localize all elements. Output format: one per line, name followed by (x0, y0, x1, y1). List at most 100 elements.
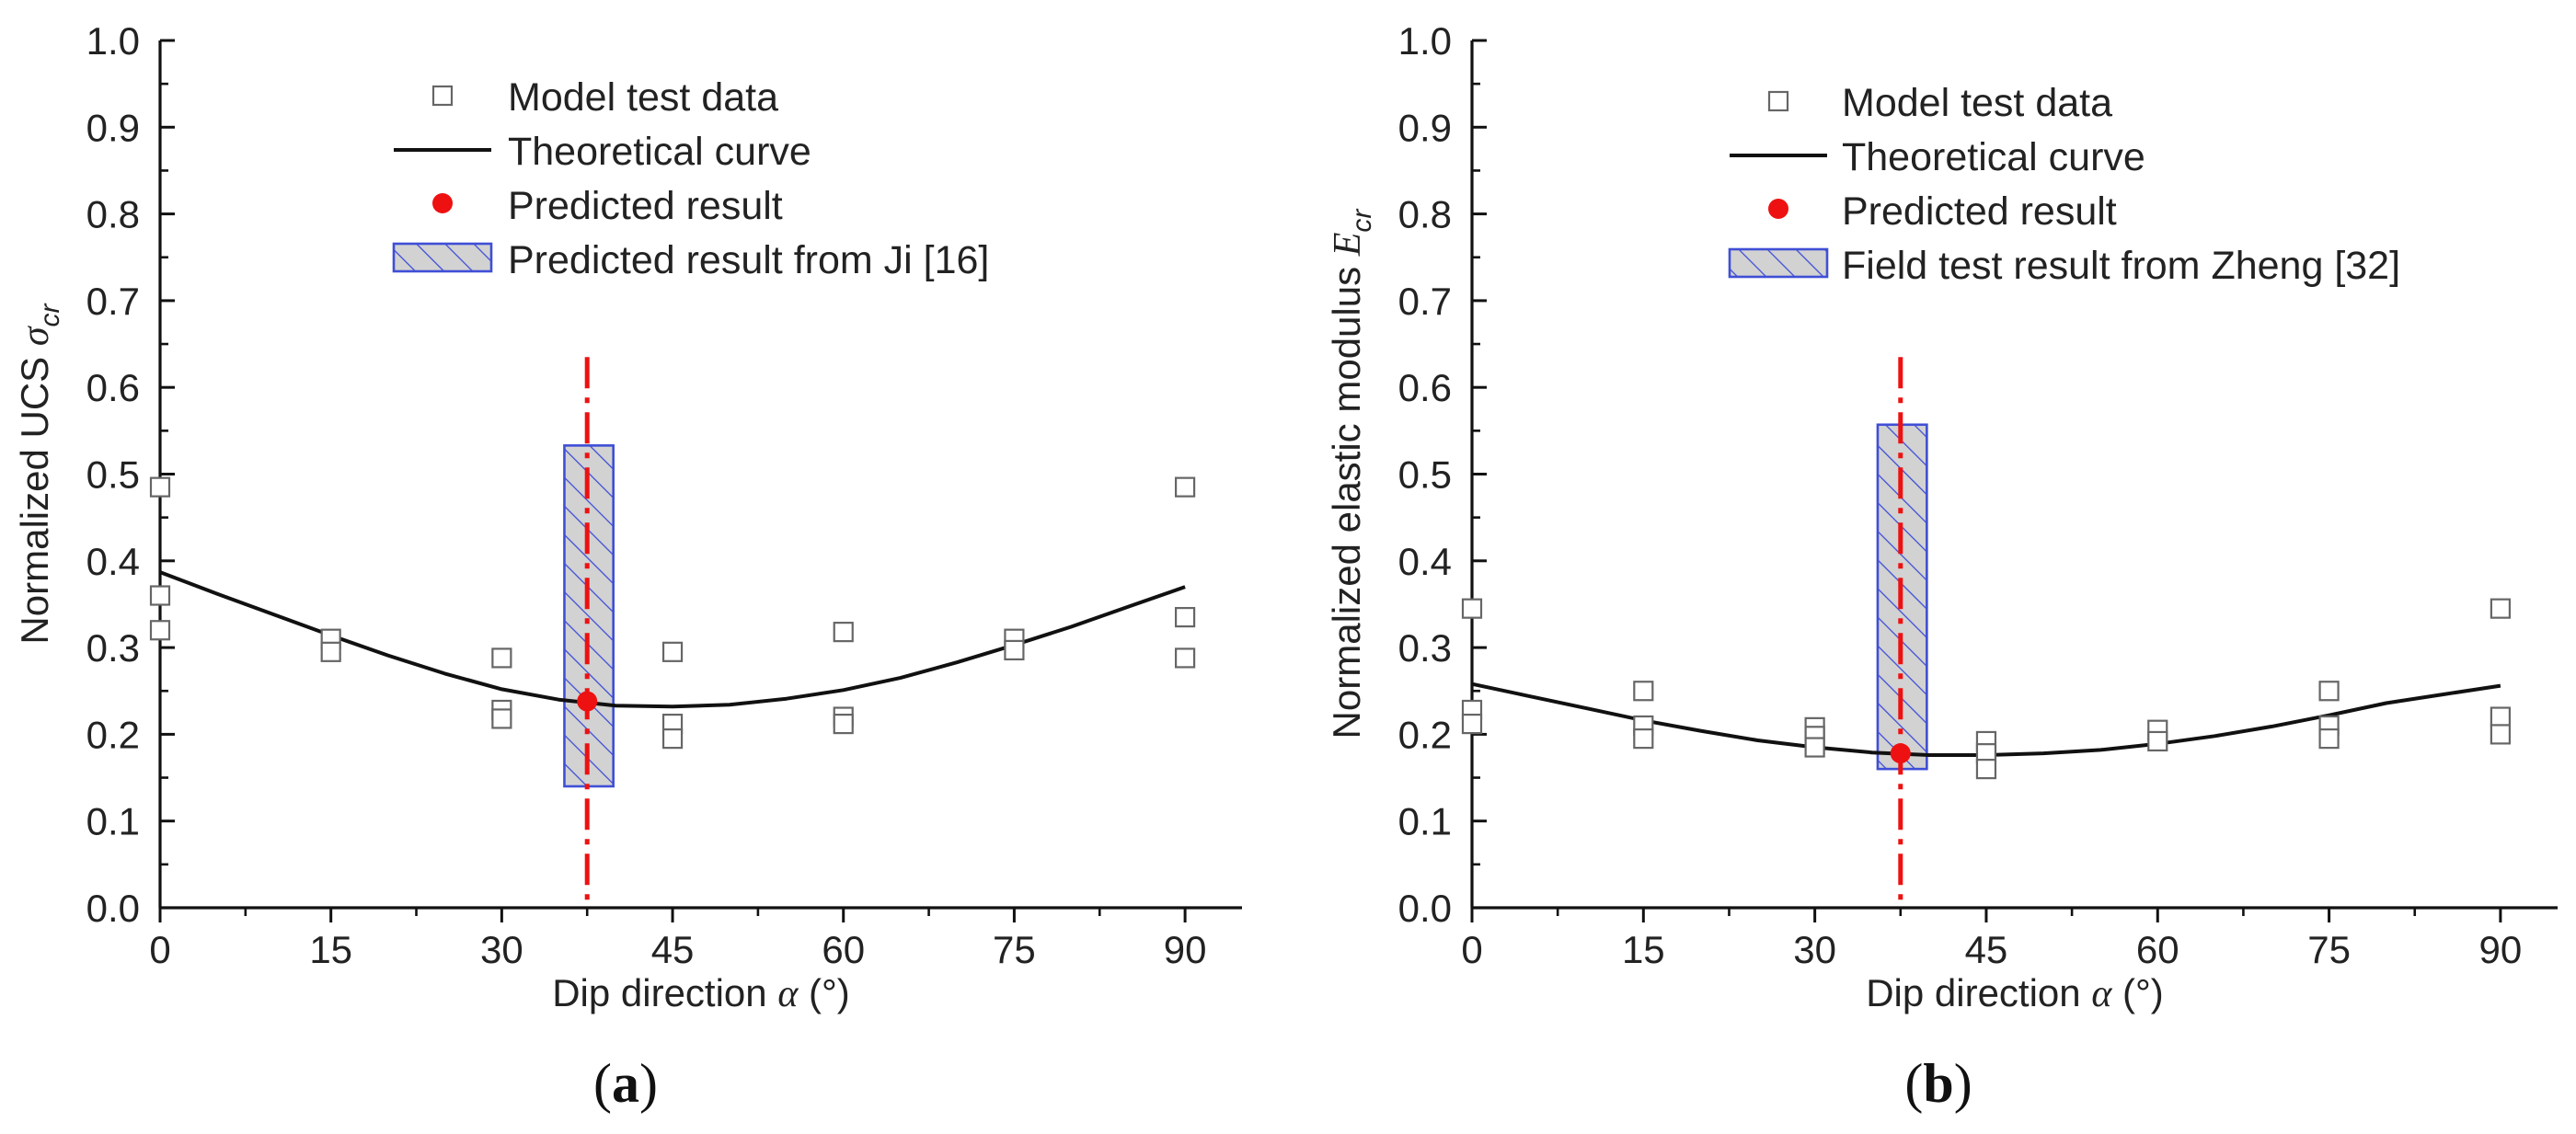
legend-label: Predicted result (1842, 189, 2117, 234)
y-tick-label: 0.7 (1398, 280, 1452, 323)
panel-label-open: ( (593, 1053, 612, 1114)
panel-label: (a) (593, 1053, 658, 1114)
model-test-point (833, 622, 854, 643)
model-test-point (1175, 647, 1196, 669)
legend-label: Model test data (1842, 81, 2112, 125)
x-axis-title-text: Dip direction (1866, 971, 2091, 1014)
model-test-point (1175, 476, 1196, 498)
y-axis-title-subscript: cr (1347, 209, 1377, 233)
y-axis-title-symbol: σ (15, 325, 57, 346)
panel-label-letter: b (1923, 1053, 1953, 1114)
legend-label: Theoretical curve (508, 130, 811, 174)
x-axis-title: Dip direction α (°) (1866, 971, 2164, 1015)
y-tick-label: 0.0 (1398, 887, 1452, 930)
x-tick-label: 90 (1164, 928, 1207, 971)
y-tick-label: 0.3 (86, 626, 140, 670)
x-tick-label: 75 (2307, 928, 2351, 971)
y-tick-label: 0.1 (86, 800, 140, 843)
y-axis-title-symbol: E (1327, 233, 1369, 258)
model-test-point (1004, 639, 1025, 661)
y-tick-label: 0.5 (1398, 453, 1452, 497)
x-axis-title-symbol: α (777, 973, 799, 1015)
model-test-point (1175, 606, 1196, 628)
x-axis-title-unit: (°) (2111, 971, 2163, 1014)
model-test-point (2490, 706, 2511, 727)
chart-panel-b: 0.0 0.1 0.2 0.3 0.4 0.5 0.6 0.7 0.8 0.9 1.0 0 15 30 45… (1325, 19, 2558, 1114)
x-tick-label: 60 (2136, 928, 2179, 971)
legend-square-icon (431, 85, 454, 107)
y-axis-title: Normalized elastic modulus Ecr (1325, 209, 1377, 739)
legend-hatch-icon (1728, 247, 1829, 279)
theoretical-curve (159, 570, 1186, 709)
legend-label: Model test data (508, 75, 778, 120)
x-axis-title-unit: (°) (798, 971, 849, 1014)
y-tick-label: 1.0 (86, 19, 140, 63)
x-tick-label: 45 (1965, 928, 2008, 971)
panel-label-letter: a (612, 1053, 639, 1114)
legend-label: Field test result from Zheng [32] (1842, 244, 2400, 288)
chart-panel-a: 0.0 0.1 0.2 0.3 0.4 0.5 0.6 0.7 0.8 0.9 1.0 0 15 30 45… (13, 19, 1242, 1114)
model-test-point (2490, 598, 2511, 619)
y-tick-label: 0.7 (86, 280, 140, 323)
model-test-point (149, 620, 171, 641)
y-axis-title-text: Normalized elastic modulus (1325, 256, 1368, 739)
x-tick-label: 60 (822, 928, 865, 971)
model-test-point (1975, 759, 1997, 780)
y-tick-label: 1.0 (1398, 19, 1452, 63)
x-tick-label: 0 (149, 928, 170, 971)
model-test-point (491, 647, 512, 669)
model-test-point (2147, 730, 2168, 752)
model-test-point (320, 641, 341, 662)
model-test-point (1633, 728, 1654, 750)
x-tick-label: 15 (309, 928, 352, 971)
model-test-point (661, 728, 684, 750)
panel-label-close: ) (1954, 1053, 1972, 1114)
y-axis-title-subscript: cr (35, 303, 65, 326)
x-axis-title-symbol: α (2091, 973, 2112, 1015)
y-tick-label: 0.6 (86, 366, 140, 409)
y-axis-title: Normalized UCS σcr (13, 303, 65, 644)
legend-square-icon (1767, 90, 1789, 112)
y-tick-label: 0.9 (1398, 106, 1452, 149)
x-tick-label: 30 (480, 928, 523, 971)
legend-hatch-icon (392, 242, 493, 273)
x-axis-title: Dip direction α (°) (552, 971, 850, 1015)
panel-label-open: ( (1904, 1053, 1923, 1114)
legend-dot-icon (432, 193, 453, 213)
y-tick-label: 0.3 (1398, 626, 1452, 670)
y-tick-label: 0.0 (86, 887, 140, 930)
model-test-point (149, 585, 171, 606)
model-test-point (661, 641, 684, 662)
y-tick-label: 0.4 (1398, 540, 1452, 583)
x-tick-label: 30 (1793, 928, 1836, 971)
model-test-point (2318, 728, 2340, 750)
model-test-point (1461, 713, 1483, 735)
x-tick-label: 15 (1622, 928, 1665, 971)
y-tick-label: 0.5 (86, 453, 140, 497)
legend-label: Theoretical curve (1842, 135, 2145, 179)
predicted-result-point (1890, 743, 1911, 764)
y-tick-label: 0.8 (86, 193, 140, 236)
y-tick-label: 0.2 (86, 713, 140, 756)
legend-dot-icon (1768, 199, 1788, 219)
model-test-point (149, 476, 171, 498)
model-test-point (1633, 681, 1654, 702)
legend-label: Predicted result (508, 184, 783, 228)
y-axis-title-text: Normalized UCS (13, 346, 56, 644)
model-test-point (491, 708, 512, 729)
model-test-point (2490, 724, 2511, 745)
y-tick-label: 0.1 (1398, 800, 1452, 843)
x-axis-title-text: Dip direction (552, 971, 777, 1014)
y-tick-label: 0.8 (1398, 193, 1452, 236)
panel-label: (b) (1904, 1053, 1972, 1114)
model-test-point (2318, 681, 2340, 702)
panel-label-close: ) (639, 1053, 658, 1114)
x-tick-label: 75 (993, 928, 1036, 971)
x-tick-label: 90 (2479, 928, 2523, 971)
x-tick-label: 45 (651, 928, 695, 971)
predicted-result-point (577, 691, 598, 712)
y-tick-label: 0.9 (86, 106, 140, 149)
y-tick-label: 0.6 (1398, 366, 1452, 409)
model-test-point (1804, 737, 1825, 758)
